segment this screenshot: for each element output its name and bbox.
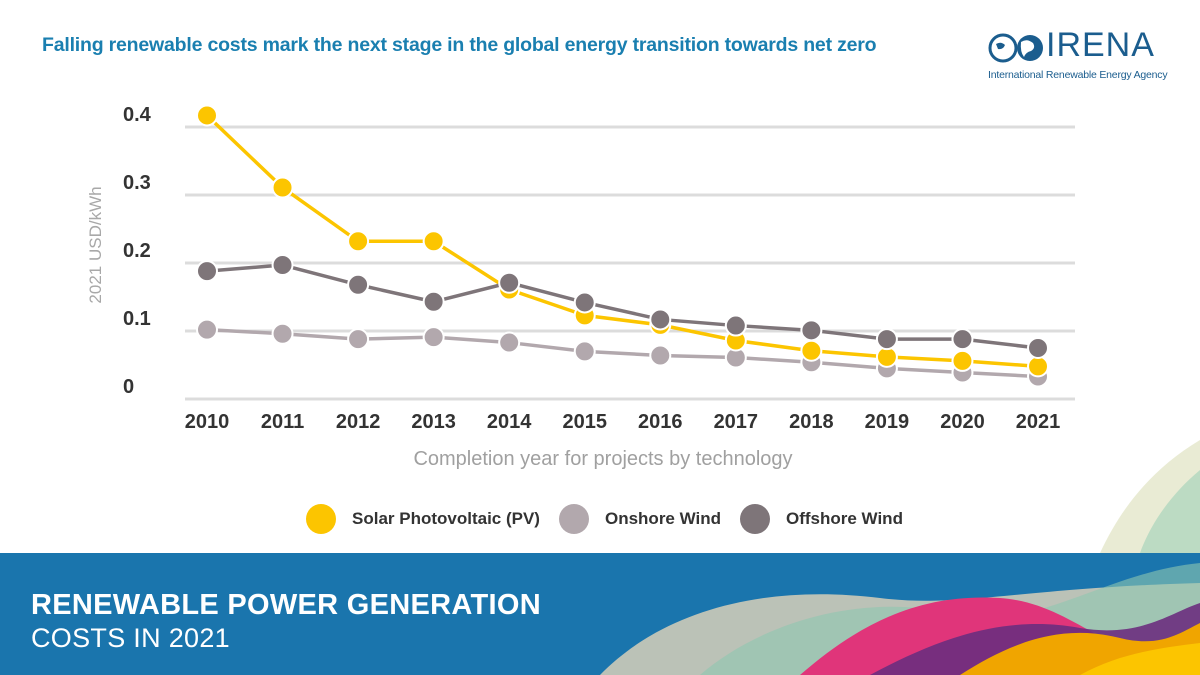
data-point-solar <box>422 230 445 253</box>
chart-grid <box>185 125 1075 401</box>
banner-subtitle: COSTS IN 2021 <box>31 623 230 653</box>
x-tick-label: 2013 <box>411 411 456 433</box>
y-axis-ticks: 0 0.1 0.2 0.3 0.4 <box>123 104 152 398</box>
data-point-offshore <box>951 328 974 351</box>
data-point-offshore <box>724 314 747 337</box>
y-tick-label: 0 <box>123 376 134 398</box>
data-point-solar <box>800 339 823 362</box>
y-tick-label: 0.1 <box>123 308 151 330</box>
legend-item-onshore: Onshore Wind <box>558 504 721 534</box>
data-point-offshore <box>498 271 521 294</box>
data-point-solar <box>1027 355 1049 378</box>
banner-title: RENEWABLE POWER GENERATION <box>31 589 541 621</box>
data-point-onshore <box>498 331 521 354</box>
x-tick-label: 2012 <box>336 411 381 433</box>
data-point-solar <box>271 176 294 199</box>
x-tick-label: 2016 <box>638 411 683 433</box>
logo-subtitle: International Renewable Energy Agency <box>988 69 1168 81</box>
data-point-solar <box>951 349 974 372</box>
x-tick-label: 2021 <box>1016 411 1061 433</box>
data-point-offshore <box>649 308 672 331</box>
chart-legend: Solar Photovoltaic (PV) Onshore Wind Off… <box>306 504 922 534</box>
legend-marker-solar <box>306 504 336 534</box>
data-point-offshore <box>1027 337 1049 359</box>
series-offshore <box>196 254 1049 359</box>
series-line-offshore <box>206 263 1039 350</box>
legend-marker-onshore <box>558 504 589 534</box>
decorative-waves <box>600 563 1200 675</box>
logo-name: IRENA <box>1046 26 1155 64</box>
irena-logo: IRENA International Renewable Energy Age… <box>988 26 1173 84</box>
y-tick-label: 0.3 <box>123 172 151 194</box>
x-tick-label: 2015 <box>562 411 607 433</box>
data-point-offshore <box>196 260 218 283</box>
series-onshore <box>196 318 1049 388</box>
data-point-solar <box>347 230 370 253</box>
chart-series <box>196 104 1049 388</box>
x-tick-label: 2010 <box>185 411 230 433</box>
data-point-onshore <box>649 344 672 367</box>
legend-item-solar: Solar Photovoltaic (PV) <box>306 504 540 534</box>
x-tick-label: 2014 <box>487 411 532 433</box>
x-axis-label: Completion year for projects by technolo… <box>413 448 792 470</box>
data-point-offshore <box>422 290 445 313</box>
x-tick-label: 2019 <box>865 411 910 433</box>
data-point-offshore <box>347 273 370 296</box>
y-axis-label: 2021 USD/kWh <box>86 186 105 303</box>
data-point-onshore <box>196 318 218 341</box>
data-point-offshore <box>875 328 898 351</box>
data-point-onshore <box>271 322 294 345</box>
legend-label-onshore: Onshore Wind <box>604 509 721 528</box>
footer-banner: RENEWABLE POWER GENERATION COSTS IN 2021 <box>0 553 1200 675</box>
x-tick-label: 2011 <box>261 411 304 433</box>
data-point-offshore <box>271 254 294 277</box>
data-point-onshore <box>347 328 370 351</box>
legend-label-offshore: Offshore Wind <box>786 509 903 528</box>
legend-label-solar: Solar Photovoltaic (PV) <box>352 509 540 528</box>
legend-marker-offshore <box>740 504 770 534</box>
legend-item-offshore: Offshore Wind <box>740 504 903 534</box>
page-headline: Falling renewable costs mark the next st… <box>42 34 877 56</box>
x-tick-label: 2020 <box>940 411 985 433</box>
globe-logo-icon <box>988 33 1043 63</box>
y-tick-label: 0.2 <box>123 240 151 262</box>
x-tick-label: 2018 <box>789 411 834 433</box>
series-line-onshore <box>206 327 1039 379</box>
data-point-offshore <box>573 291 596 314</box>
x-axis-ticks: 2010 2011 2012 2013 2014 2015 2016 2017 2018 2019… <box>185 411 1061 433</box>
series-line-solar <box>205 114 1039 369</box>
x-tick-label: 2017 <box>714 411 759 433</box>
data-point-offshore <box>800 319 823 342</box>
data-point-onshore <box>573 340 596 363</box>
line-chart: 00.10.20.30.4 2010 2011 2012 2013 2014 2015 20… <box>86 104 1075 470</box>
data-point-solar <box>196 104 218 127</box>
data-point-onshore <box>422 326 445 349</box>
y-tick-label: 0.4 <box>123 104 152 126</box>
